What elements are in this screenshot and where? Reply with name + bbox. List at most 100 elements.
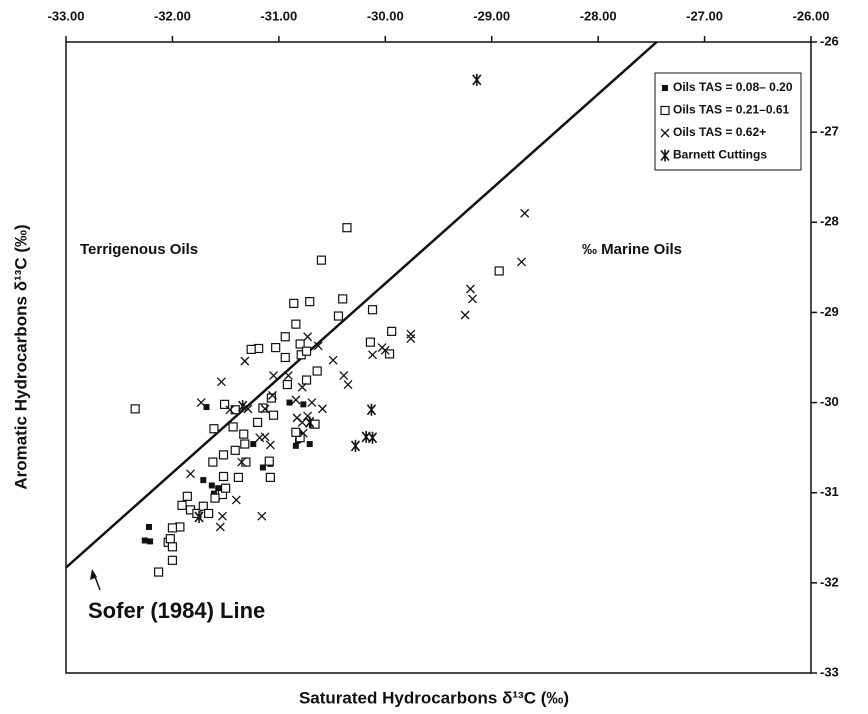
point: [312, 366, 322, 376]
y-tick-label: -28: [820, 214, 839, 229]
point: [194, 511, 204, 524]
point: [307, 398, 317, 408]
point: [380, 345, 390, 355]
point: [218, 450, 229, 460]
legend-label: Barnett Cuttings: [673, 148, 767, 162]
point: [221, 483, 231, 493]
point: [167, 523, 178, 533]
y-tick-label: -30: [820, 394, 839, 409]
point: [182, 491, 192, 501]
point: [215, 522, 225, 532]
legend-label: Oils TAS = 0.21–0.61: [673, 103, 790, 117]
point: [186, 469, 195, 479]
point: [252, 417, 263, 428]
point: [217, 511, 227, 521]
point: [517, 257, 526, 267]
x-tick-label: -27.00: [686, 8, 723, 23]
point: [338, 294, 348, 304]
point: [203, 404, 210, 411]
point: [318, 404, 327, 414]
point: [215, 485, 222, 492]
y-tick-label: -27: [820, 124, 839, 139]
legend-marker: [660, 149, 670, 162]
point: [301, 375, 312, 385]
x-tick-label: -33.00: [48, 8, 85, 23]
point: [259, 464, 266, 471]
point: [255, 433, 265, 443]
point: [300, 401, 307, 408]
point: [240, 356, 250, 366]
point: [520, 208, 530, 218]
point: [316, 255, 327, 265]
point: [291, 395, 301, 405]
legend-label: Oils TAS = 0.62+: [673, 125, 766, 139]
point: [177, 500, 187, 510]
point: [239, 429, 249, 439]
legend-marker: [660, 105, 670, 116]
plot-frame: [65, 41, 812, 674]
point: [291, 319, 301, 329]
point: [196, 398, 206, 408]
reference-line-label: Sofer (1984) Line: [88, 598, 265, 623]
point: [219, 399, 230, 409]
point: [216, 377, 226, 387]
point: [305, 297, 315, 307]
point: [146, 523, 153, 530]
point: [198, 501, 208, 511]
y-tick-label: -26: [820, 33, 839, 48]
x-tick-label: -26.00: [793, 8, 830, 23]
point: [297, 382, 307, 392]
point: [265, 472, 275, 482]
annotation: Terrigenous Oils: [80, 241, 198, 258]
point: [200, 477, 207, 484]
point: [286, 399, 293, 406]
x-tick-label: -29.00: [473, 8, 510, 23]
point: [291, 427, 301, 437]
point: [266, 393, 277, 403]
point: [230, 445, 240, 455]
point: [237, 457, 247, 467]
y-tick-label: -31: [820, 484, 839, 499]
point: [339, 371, 349, 380]
legend-marker: [662, 85, 668, 91]
point: [153, 567, 164, 577]
point: [387, 326, 397, 336]
point: [350, 439, 361, 452]
x-tick-label: -31.00: [260, 8, 297, 23]
point: [141, 537, 148, 544]
point: [165, 534, 175, 544]
point: [265, 440, 275, 450]
point: [295, 339, 305, 349]
x-tick-label: -28.00: [580, 8, 617, 23]
point: [301, 346, 312, 356]
point: [465, 284, 475, 294]
point: [406, 329, 416, 339]
point: [204, 508, 214, 519]
point: [333, 311, 344, 321]
arrow-head: [90, 569, 97, 580]
point: [241, 457, 251, 467]
point: [292, 442, 299, 449]
point: [167, 555, 178, 565]
point: [147, 538, 154, 545]
point: [365, 337, 375, 347]
point: [231, 495, 241, 505]
point: [258, 403, 268, 413]
point: [264, 456, 274, 466]
point: [313, 341, 323, 351]
legend-label: Oils TAS = 0.08– 0.20: [673, 80, 793, 94]
point: [468, 294, 478, 304]
point: [208, 457, 218, 467]
point: [269, 371, 278, 380]
reference-line: [65, 41, 658, 569]
point: [268, 410, 279, 420]
point: [218, 471, 229, 482]
point: [367, 431, 378, 444]
point: [268, 390, 277, 400]
y-tick-label: -32: [820, 574, 839, 589]
point: [243, 404, 253, 414]
point: [494, 266, 504, 276]
point: [228, 422, 238, 432]
point: [271, 342, 281, 353]
